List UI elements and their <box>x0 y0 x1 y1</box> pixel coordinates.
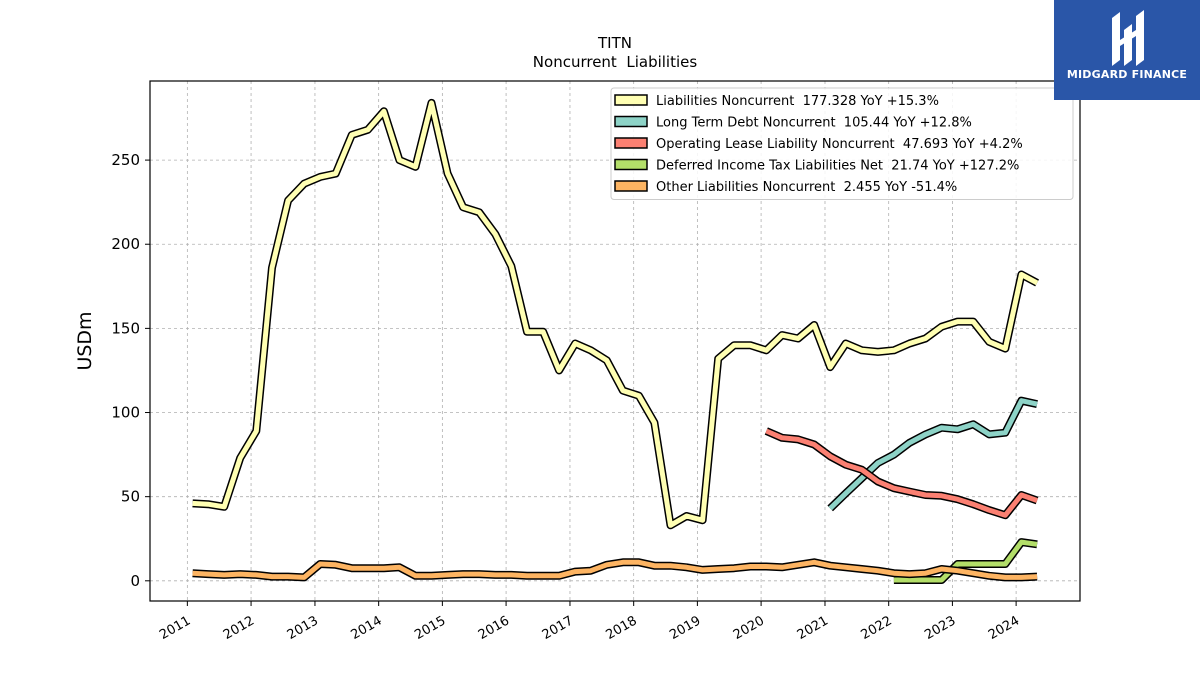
y-tick-label: 150 <box>111 319 140 337</box>
series-line <box>192 100 1039 528</box>
legend-label: Long Term Debt Noncurrent 105.44 YoY +12… <box>656 116 972 131</box>
legend-label: Liabilities Noncurrent 177.328 YoY +15.3… <box>656 94 939 109</box>
legend-item: Operating Lease Liability Noncurrent 47.… <box>614 137 1023 152</box>
chart-subtitle: Noncurrent Liabilities <box>533 53 698 71</box>
x-tick-label: 2017 <box>540 613 576 643</box>
legend-swatch <box>614 180 648 192</box>
x-tick-label: 2019 <box>667 613 703 643</box>
brand-name: MIDGARD FINANCE <box>1066 68 1188 81</box>
chart-title: TITN <box>597 34 632 52</box>
y-tick-label: 200 <box>111 235 140 253</box>
y-tick-label: 250 <box>111 151 140 169</box>
x-tick-label: 2024 <box>986 613 1022 643</box>
series-0 <box>192 98 1039 530</box>
legend-box <box>610 87 1074 200</box>
legend-label: Deferred Income Tax Liabilities Net 21.7… <box>656 159 1019 174</box>
x-tick-label: 2013 <box>285 613 321 643</box>
series-line <box>765 428 1038 518</box>
legend-item: Liabilities Noncurrent 177.328 YoY +15.3… <box>614 94 939 109</box>
legend-swatch <box>614 137 648 149</box>
brand-logo: MIDGARD FINANCE <box>1054 0 1200 100</box>
x-tick-label: 2011 <box>157 613 193 643</box>
legend-item: Long Term Debt Noncurrent 105.44 YoY +12… <box>614 115 972 131</box>
legend-label: Operating Lease Liability Noncurrent 47.… <box>656 137 1023 152</box>
legend-label: Other Liabilities Noncurrent 2.455 YoY -… <box>656 180 957 195</box>
series-line <box>893 539 1038 583</box>
series-4 <box>192 558 1038 582</box>
legend-item: Deferred Income Tax Liabilities Net 21.7… <box>614 158 1019 174</box>
brand-mark-icon <box>1112 10 1144 66</box>
plot-frame <box>149 80 1081 602</box>
x-tick-label: 2018 <box>604 613 640 643</box>
y-tick-label: 100 <box>111 404 140 422</box>
series-line <box>192 559 1038 580</box>
x-tick-label: 2022 <box>859 613 895 643</box>
series-2 <box>764 427 1039 520</box>
legend-item: Other Liabilities Noncurrent 2.455 YoY -… <box>614 180 957 195</box>
x-tick-label: 2012 <box>221 613 257 643</box>
x-tick-label: 2021 <box>795 613 831 643</box>
x-tick-label: 2016 <box>476 613 512 643</box>
x-tick-label: 2023 <box>922 613 958 643</box>
series-lines <box>192 98 1039 584</box>
x-tick-label: 2020 <box>731 613 767 643</box>
x-tick-label: 2015 <box>412 613 448 643</box>
legend-swatch <box>614 115 648 128</box>
legend-swatch <box>614 158 648 171</box>
series-3 <box>893 538 1038 584</box>
y-axis-label: USDm <box>74 311 96 370</box>
legend-swatch <box>614 94 648 106</box>
y-tick-label: 0 <box>130 572 140 590</box>
legend: Liabilities Noncurrent 177.328 YoY +15.3… <box>610 87 1074 200</box>
x-tick-label: 2014 <box>348 613 384 643</box>
y-tick-label: 50 <box>121 488 140 506</box>
